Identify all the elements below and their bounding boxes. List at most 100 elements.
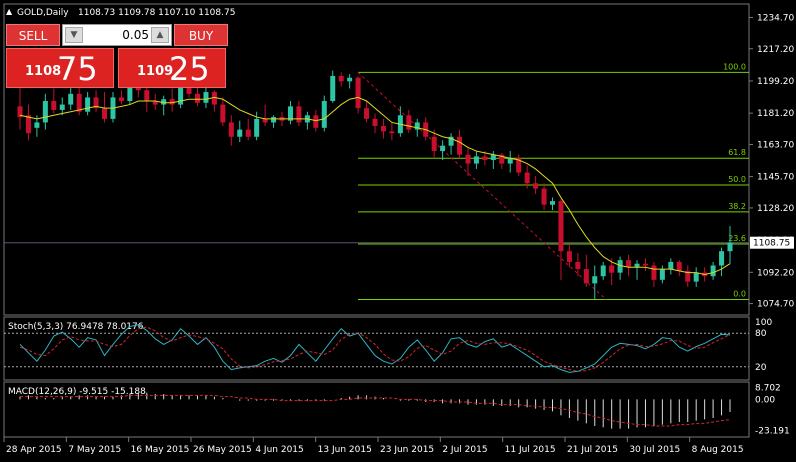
candle-body[interactable]	[659, 269, 665, 280]
candle-body[interactable]	[651, 265, 657, 280]
candle-body[interactable]	[25, 115, 31, 134]
fibonacci-level-label: 100.0	[723, 62, 746, 71]
lot-decrease-icon[interactable]: ▼	[65, 27, 83, 43]
candle-body[interactable]	[51, 100, 57, 110]
candle-body[interactable]	[558, 201, 564, 252]
candle-body[interactable]	[727, 242, 733, 252]
candle-body[interactable]	[507, 158, 513, 164]
candle-body[interactable]	[592, 276, 598, 284]
candle-body[interactable]	[575, 261, 581, 270]
candle-body[interactable]	[211, 92, 217, 105]
candle-body[interactable]	[85, 97, 91, 112]
price-tick-label: 1074.70	[757, 300, 794, 310]
candle-body[interactable]	[457, 136, 463, 155]
candle-body[interactable]	[355, 77, 361, 109]
candle-body[interactable]	[465, 154, 471, 164]
candle-body[interactable]	[220, 104, 226, 123]
candle-body[interactable]	[42, 100, 48, 123]
candle-body[interactable]	[347, 77, 353, 82]
candle-body[interactable]	[676, 261, 682, 271]
buy-button[interactable]: BUY	[174, 24, 228, 46]
date-tick-label: 21 Jul 2015	[567, 445, 618, 455]
candle-body[interactable]	[642, 263, 648, 266]
lot-size-field[interactable]: ▼ 0.05 ▲	[62, 24, 172, 46]
candle-body[interactable]	[482, 156, 488, 160]
candle-body[interactable]	[414, 122, 420, 130]
candle-body[interactable]	[550, 201, 555, 205]
candle-body[interactable]	[34, 122, 40, 128]
candle-body[interactable]	[668, 261, 674, 270]
candle-body[interactable]	[516, 158, 522, 173]
candle-body[interactable]	[68, 93, 74, 105]
candle-body[interactable]	[245, 129, 251, 137]
price-tick-label: 1181.20	[757, 109, 794, 119]
candle-body[interactable]	[499, 154, 505, 164]
macd-signal-line[interactable]	[20, 394, 731, 427]
candle-body[interactable]	[195, 93, 200, 103]
lot-size-value[interactable]: 0.05	[122, 28, 149, 42]
candle-body[interactable]	[406, 115, 412, 130]
candle-body[interactable]	[541, 188, 547, 205]
candle-body[interactable]	[296, 106, 302, 123]
candle-body[interactable]	[271, 117, 277, 123]
candle-body[interactable]	[719, 251, 725, 266]
candle-body[interactable]	[490, 154, 496, 160]
candle-body[interactable]	[380, 126, 386, 132]
candle-body[interactable]	[93, 97, 99, 109]
collapse-arrow-icon[interactable]: ▲	[6, 7, 13, 16]
candle-body[interactable]	[583, 269, 589, 284]
candle-body[interactable]	[617, 260, 623, 273]
candle-body[interactable]	[710, 265, 716, 277]
candle-body[interactable]	[448, 136, 454, 146]
candle-body[interactable]	[330, 75, 336, 101]
candle-body[interactable]	[59, 104, 65, 110]
candle-body[interactable]	[364, 108, 370, 119]
candle-body[interactable]	[287, 106, 293, 121]
candle-body[interactable]	[254, 118, 260, 137]
candle-body[interactable]	[17, 106, 23, 118]
candle-body[interactable]	[440, 145, 446, 152]
fibonacci-trendline[interactable]	[357, 72, 607, 300]
candle-body[interactable]	[313, 115, 319, 128]
candle-body[interactable]	[609, 265, 615, 273]
candle-body[interactable]	[524, 172, 530, 184]
candle-body[interactable]	[262, 118, 268, 123]
candle-body[interactable]	[127, 83, 133, 101]
candle-body[interactable]	[144, 90, 150, 101]
sell-price-button[interactable]: 1108 75	[6, 48, 114, 88]
candle-body[interactable]	[473, 156, 479, 164]
candle-body[interactable]	[161, 99, 167, 105]
candle-body[interactable]	[566, 251, 572, 262]
candle-body[interactable]	[431, 136, 437, 152]
candle-body[interactable]	[634, 263, 640, 268]
moving-average-line[interactable]	[19, 96, 731, 275]
sell-button[interactable]: SELL	[6, 24, 60, 46]
candle-body[interactable]	[203, 92, 209, 103]
candle-body[interactable]	[152, 100, 158, 105]
candle-body[interactable]	[600, 265, 606, 277]
candle-body[interactable]	[389, 131, 395, 134]
candle-body[interactable]	[685, 270, 691, 282]
stoch-label: Stoch(5,3,3) 76.9478 78.0176	[8, 322, 144, 332]
candle-body[interactable]	[102, 108, 108, 119]
candle-body[interactable]	[228, 122, 234, 137]
candle-body[interactable]	[169, 99, 175, 105]
candle-body[interactable]	[178, 84, 184, 105]
candle-body[interactable]	[186, 84, 192, 94]
stoch-signal-line[interactable]	[19, 326, 731, 372]
candle-body[interactable]	[626, 260, 632, 268]
candle-body[interactable]	[118, 97, 124, 101]
candle-body[interactable]	[237, 129, 243, 137]
candle-body[interactable]	[76, 93, 82, 112]
candle-body[interactable]	[693, 272, 699, 282]
buy-price-button[interactable]: 1109 25	[118, 48, 226, 88]
candle-body[interactable]	[533, 183, 539, 189]
stoch-main-line[interactable]	[19, 324, 731, 373]
lot-increase-icon[interactable]: ▲	[151, 27, 169, 43]
candle-body[interactable]	[372, 118, 378, 127]
candle-body[interactable]	[321, 100, 327, 128]
candle-body[interactable]	[338, 75, 344, 82]
current-price-box	[750, 236, 794, 249]
current-price-label: 1108.75	[753, 239, 790, 249]
